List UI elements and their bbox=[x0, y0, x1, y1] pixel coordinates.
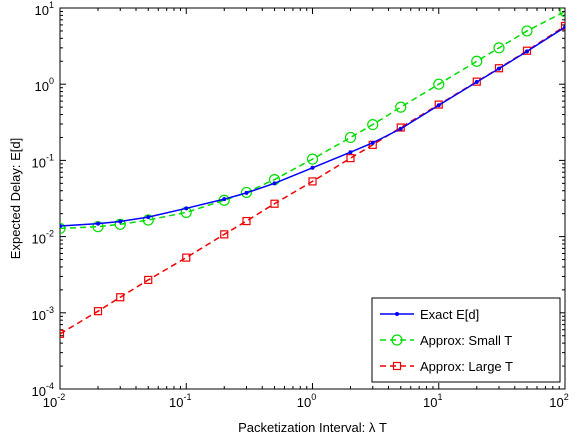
data-point-approx-large-t bbox=[270, 199, 279, 208]
y-tick-label: 10-2 bbox=[32, 229, 54, 247]
data-point-approx-large-t bbox=[60, 329, 65, 338]
data-point-approx-small-t bbox=[367, 118, 379, 131]
series-line-approx-small-t bbox=[60, 10, 565, 230]
data-point-exact bbox=[272, 181, 277, 186]
data-point-approx-small-t bbox=[344, 131, 357, 144]
x-tick-label: 10-2 bbox=[43, 392, 65, 410]
axis-ticks bbox=[59, 7, 566, 390]
data-point-approx-large-t bbox=[560, 21, 565, 31]
data-point-exact bbox=[96, 221, 101, 226]
data-point-approx-small-t bbox=[433, 78, 445, 90]
legend-marker-approx-small-t bbox=[391, 334, 403, 346]
data-point-approx-small-t bbox=[471, 55, 483, 67]
data-point-approx-large-t bbox=[182, 253, 191, 262]
data-point-exact bbox=[474, 79, 479, 84]
data-point-exact bbox=[370, 140, 375, 145]
data-point-approx-large-t bbox=[144, 275, 153, 285]
y-axis-label: Expected Delay: E[d] bbox=[8, 138, 23, 259]
data-point-approx-large-t bbox=[242, 216, 251, 226]
data-point-exact bbox=[184, 206, 189, 211]
legend-label-exact: Exact E[d] bbox=[420, 307, 479, 322]
data-point-exact bbox=[398, 126, 403, 131]
data-point-exact bbox=[118, 219, 123, 224]
data-point-approx-small-t bbox=[559, 8, 565, 18]
data-point-exact bbox=[310, 165, 315, 170]
y-tick-label: 101 bbox=[35, 0, 54, 18]
data-point-approx-large-t bbox=[472, 77, 481, 86]
data-point-exact bbox=[244, 190, 249, 195]
data-point-approx-small-t bbox=[493, 42, 505, 54]
y-tick-label: 10-1 bbox=[32, 152, 54, 170]
data-point-approx-large-t bbox=[346, 154, 355, 163]
data-point-exact bbox=[436, 103, 441, 108]
data-point-approx-small-t bbox=[395, 101, 407, 113]
data-point-approx-small-t bbox=[240, 186, 253, 199]
data-point-exact bbox=[60, 223, 62, 228]
data-point-approx-small-t bbox=[114, 218, 126, 230]
legend-label-approx-small-t: Approx: Small T bbox=[420, 333, 512, 348]
series-layer bbox=[60, 8, 565, 338]
data-point-approx-small-t bbox=[521, 25, 533, 37]
data-point-exact bbox=[496, 66, 501, 71]
series-approx-small-t bbox=[60, 8, 565, 235]
data-point-approx-large-t bbox=[116, 293, 125, 302]
data-point-exact bbox=[222, 197, 227, 202]
data-point-approx-small-t bbox=[60, 222, 66, 235]
data-point-exact bbox=[524, 49, 529, 54]
legend: Exact E[d] Approx: Small T Approx: Large T bbox=[371, 297, 561, 383]
data-point-approx-large-t bbox=[494, 64, 504, 73]
tick-labels: 10-2 10-1 100 101 102 10-4 10-3 10-2 10-1 100 101 bbox=[32, 0, 569, 410]
data-point-exact bbox=[348, 150, 353, 155]
y-tick-label: 10-3 bbox=[32, 305, 54, 323]
x-tick-label: 10-1 bbox=[169, 392, 191, 410]
data-point-approx-small-t bbox=[142, 214, 154, 226]
series-exact bbox=[60, 25, 565, 228]
data-point-approx-large-t bbox=[93, 307, 103, 316]
x-tick-label: 100 bbox=[297, 392, 316, 410]
legend-marker-approx-large-t bbox=[392, 361, 402, 371]
y-tick-label: 10-4 bbox=[32, 381, 54, 399]
x-tick-label: 101 bbox=[423, 392, 442, 410]
data-point-approx-large-t bbox=[434, 100, 443, 109]
legend-marker-exact bbox=[395, 312, 399, 316]
data-point-approx-large-t bbox=[220, 230, 229, 239]
data-point-exact bbox=[563, 25, 565, 30]
data-point-approx-large-t bbox=[308, 177, 317, 186]
x-tick-label: 102 bbox=[549, 392, 568, 410]
data-point-approx-small-t bbox=[306, 153, 319, 165]
data-point-exact bbox=[146, 215, 151, 220]
data-point-approx-large-t bbox=[522, 46, 532, 55]
data-point-approx-large-t bbox=[396, 123, 405, 132]
y-tick-label: 100 bbox=[35, 76, 54, 94]
x-axis-label: Packetization Interval: λ T bbox=[238, 420, 387, 435]
legend-label-approx-large-t: Approx: Large T bbox=[420, 359, 513, 374]
